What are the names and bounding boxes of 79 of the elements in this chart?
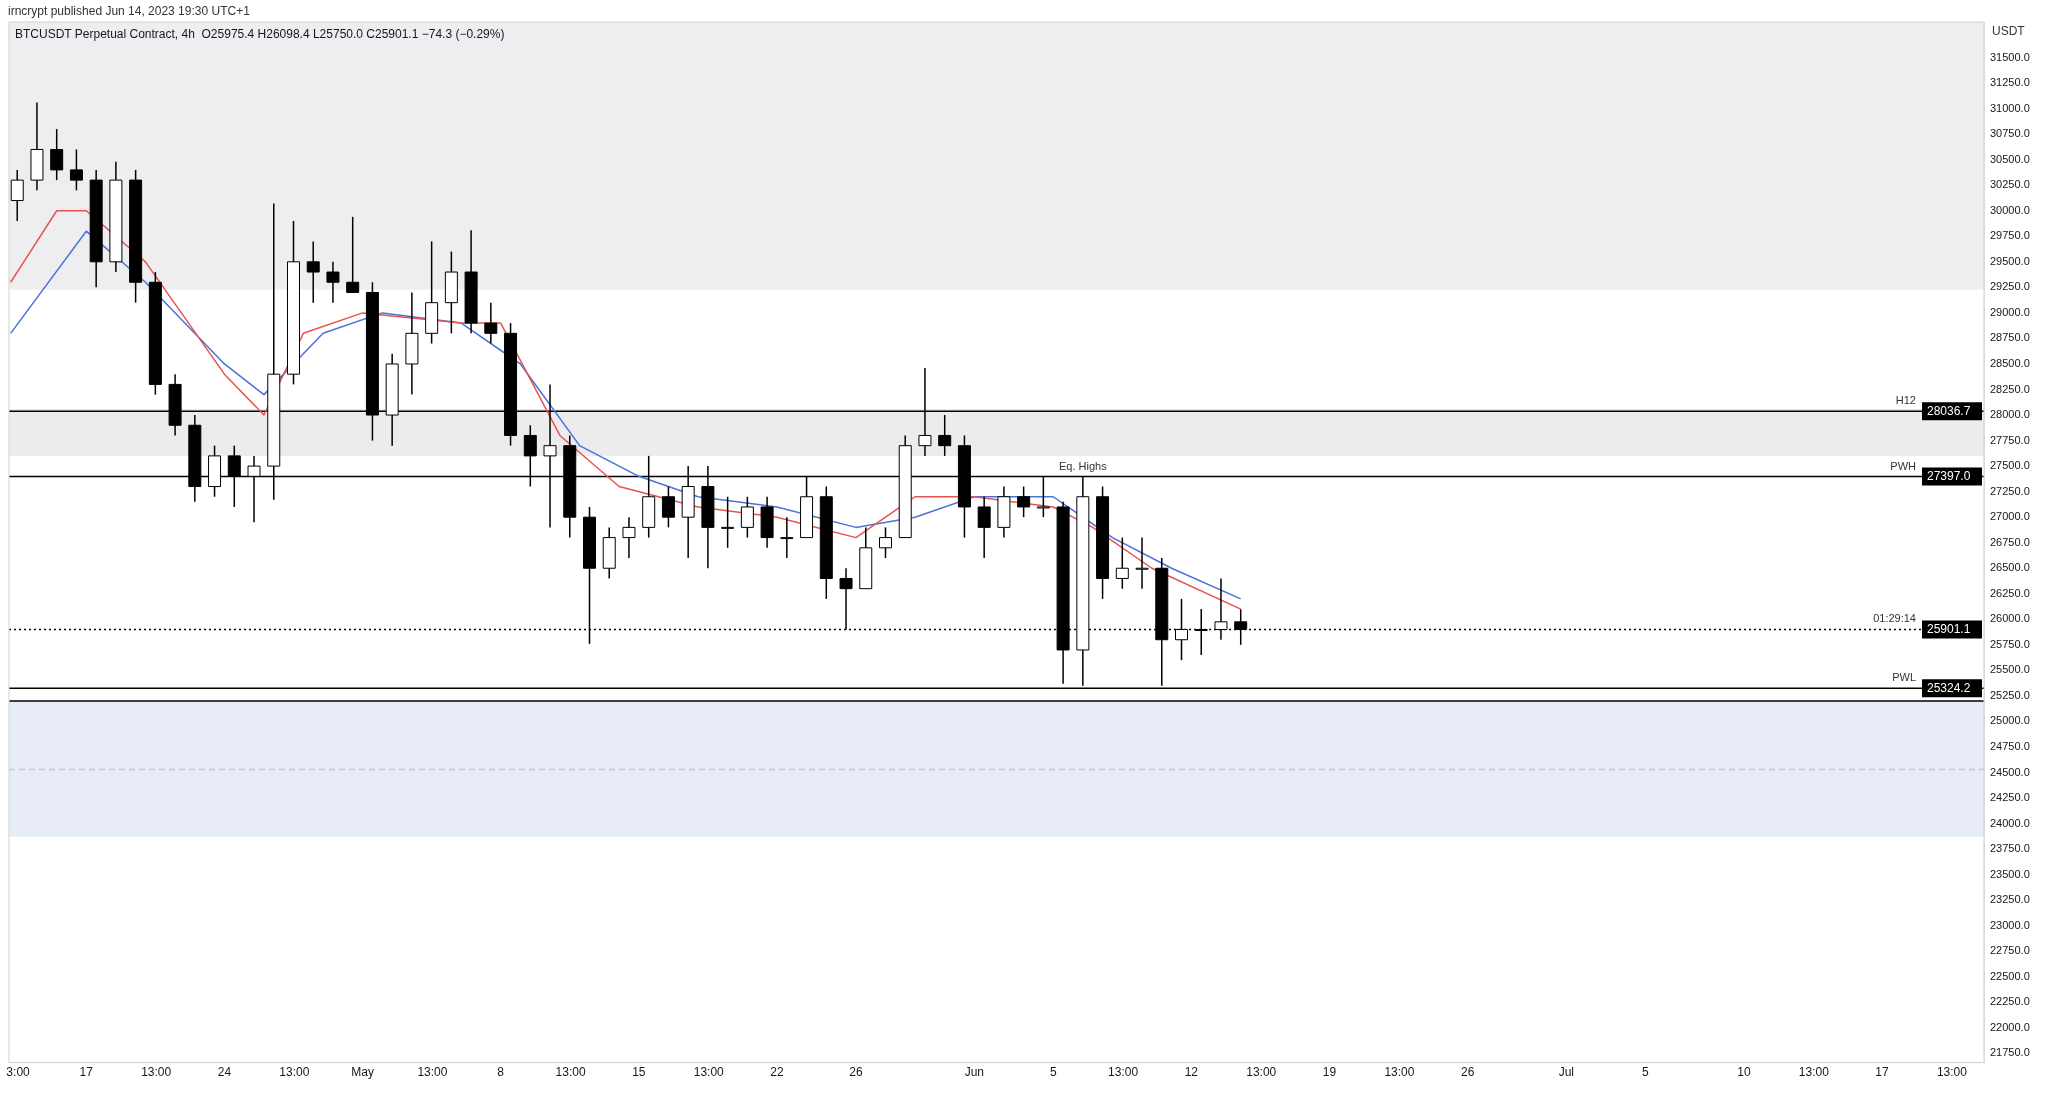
y-tick-label: 29500.0: [1990, 254, 2030, 267]
x-tick-label: 13:00: [1246, 1065, 1277, 1080]
y-tick-label: 31500.0: [1990, 50, 2030, 63]
text: irncrypt published Jun 14, 2023 19:30 UTC+1: [8, 4, 251, 19]
y-tick-label: 25250.0: [1990, 688, 2030, 701]
y-tick-label: 28750.0: [1990, 331, 2030, 344]
y-tick-label: 28500.0: [1990, 357, 2030, 369]
y-tick-label: 29000.0: [1990, 305, 2030, 318]
annotation: PWH: [1890, 459, 1917, 472]
x-tick-label: Jul: [1558, 1065, 1574, 1080]
x-tick-label: 26: [1460, 1065, 1475, 1080]
y-tick-label: 26750.0: [1990, 535, 2030, 548]
y-tick-label: 22500.0: [1990, 969, 2030, 982]
x-tick-label: May: [351, 1065, 374, 1080]
y-tick-label: 25500.0: [1990, 663, 2030, 676]
annotation: H12: [1895, 394, 1916, 407]
x-tick-label: 5: [1641, 1065, 1649, 1080]
y-tick-label: 23500.0: [1990, 867, 2030, 880]
x-tick-label: 13:00: [417, 1065, 448, 1080]
y-tick-label: 31250.0: [1990, 76, 2030, 89]
annotation: PWL: [1892, 671, 1916, 684]
y-tick-label: 30250.0: [1990, 178, 2030, 191]
x-tick-label: 13:00: [1108, 1065, 1139, 1080]
y-tick-label: 23250.0: [1990, 893, 2030, 906]
ref-line-label: 27397.0: [1927, 468, 1971, 483]
ref-line-label: 28036.7: [1927, 403, 1971, 418]
y-tick-label: 27000.0: [1990, 510, 2030, 523]
x-tick-label: 13:00: [693, 1065, 725, 1080]
y-tick-label: 24250.0: [1990, 791, 2030, 804]
y-tick-label: 24000.0: [1990, 816, 2030, 829]
y-tick-label: 27750.0: [1990, 433, 2030, 446]
x-tick-label: 24: [217, 1065, 232, 1080]
y-tick-label: 31000.0: [1990, 101, 2030, 114]
x-tick-label: 13:00: [1936, 1065, 1968, 1080]
y-tick-label: 22000.0: [1990, 1020, 2030, 1033]
annotation: Eq. Highs: [1058, 459, 1108, 472]
y-tick-label: 25750.0: [1990, 637, 2030, 650]
y-tick-label: 27250.0: [1990, 484, 2030, 497]
y-tick-label: 30500.0: [1990, 152, 2030, 165]
x-tick-label: 12: [1184, 1065, 1199, 1080]
x-tick-label: 3:00: [6, 1065, 31, 1080]
y-tick-label: 26500.0: [1990, 561, 2030, 574]
y-tick-label: 22750.0: [1990, 944, 2030, 957]
y-tick-label: 24750.0: [1990, 740, 2030, 753]
y-tick-label: 22250.0: [1990, 995, 2030, 1008]
y-tick-label: 27500.0: [1990, 459, 2030, 472]
y-tick-label: 28250.0: [1990, 382, 2030, 395]
x-tick-label: Jun: [964, 1065, 984, 1080]
x-tick-label: 13:00: [555, 1065, 586, 1080]
y-tick-label: 26250.0: [1990, 586, 2030, 599]
x-tick-label: 13:00: [141, 1065, 172, 1080]
x-tick-label: 15: [632, 1065, 646, 1080]
x-tick-label: 17: [1875, 1065, 1890, 1080]
y-tick-label: 23000.0: [1990, 918, 2030, 931]
x-tick-label: 5: [1049, 1065, 1057, 1080]
y-axis-title: USDT: [1992, 24, 2026, 39]
x-tick-label: 10: [1737, 1065, 1751, 1080]
x-tick-label: 26: [849, 1065, 863, 1080]
y-tick-label: 23750.0: [1990, 842, 2030, 855]
y-tick-label: 30000.0: [1990, 203, 2030, 216]
y-tick-label: 29250.0: [1990, 280, 2030, 293]
text: BTCUSDT Perpetual Contract, 4h O25975.4 H26098.4 L25750.0 C25901.1 −74.3 (−0.29%): [15, 27, 505, 42]
y-tick-label: 21750.0: [1990, 1046, 2030, 1059]
x-tick-label: 8: [497, 1065, 505, 1080]
x-tick-label: 22: [770, 1065, 784, 1080]
y-tick-label: 29750.0: [1990, 229, 2030, 242]
x-tick-label: 17: [79, 1065, 94, 1080]
x-tick-label: 13:00: [279, 1065, 310, 1080]
x-tick-label: 13:00: [1384, 1065, 1415, 1080]
y-tick-label: 28000.0: [1990, 408, 2030, 421]
y-tick-label: 26000.0: [1990, 612, 2030, 625]
ref-line-label: 25324.2: [1927, 680, 1971, 695]
x-tick-label: 13:00: [1798, 1065, 1830, 1080]
x-tick-label: 19: [1322, 1065, 1337, 1080]
y-tick-label: 25000.0: [1990, 714, 2030, 727]
y-tick-label: 30750.0: [1990, 127, 2030, 140]
ref-line-label: 25901.1: [1927, 621, 1971, 636]
y-tick-label: 24500.0: [1990, 765, 2030, 778]
annotation: 01:29:14: [1873, 612, 1916, 625]
